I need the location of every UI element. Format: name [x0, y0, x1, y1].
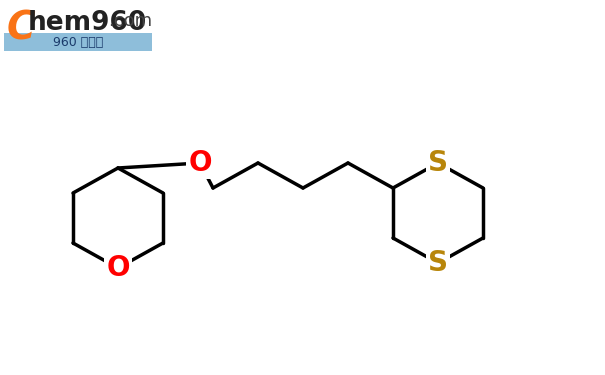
Text: .com: .com	[108, 12, 152, 30]
Bar	[4, 33, 152, 51]
Text: S: S	[428, 149, 448, 177]
Text: S: S	[428, 249, 448, 277]
Text: O: O	[106, 254, 129, 282]
Text: O: O	[188, 149, 212, 177]
Text: hem960: hem960	[28, 10, 147, 36]
Text: C: C	[7, 10, 36, 48]
Text: 960 化工网: 960 化工网	[53, 36, 103, 48]
